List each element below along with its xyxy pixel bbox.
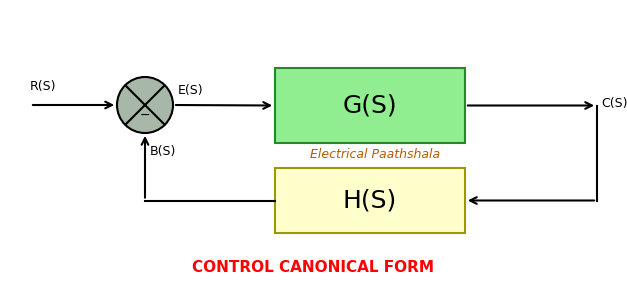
Text: C(S): C(S): [601, 97, 627, 110]
Text: R(S): R(S): [30, 80, 56, 93]
Bar: [275, 168, 465, 233]
Text: E(S): E(S): [178, 84, 204, 97]
Text: CONTROL CANONICAL FORM: CONTROL CANONICAL FORM: [192, 260, 434, 275]
Text: Electrical Paathshala: Electrical Paathshala: [310, 149, 440, 161]
Bar: [275, 68, 465, 143]
Text: G(S): G(S): [343, 93, 398, 117]
Text: H(S): H(S): [343, 188, 397, 212]
Text: −: −: [140, 109, 150, 122]
Text: B(S): B(S): [150, 145, 176, 158]
Ellipse shape: [117, 77, 173, 133]
